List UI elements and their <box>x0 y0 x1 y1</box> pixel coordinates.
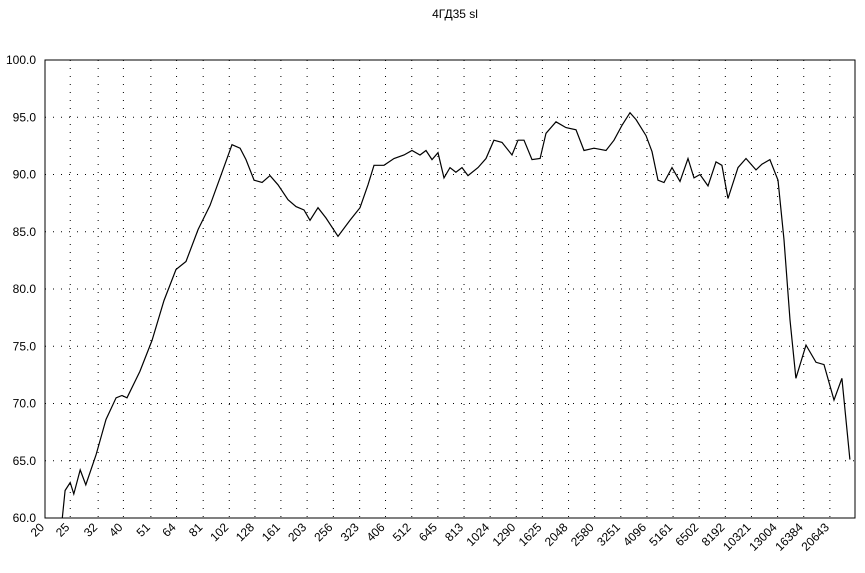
x-tick-label: 2048 <box>542 520 571 549</box>
x-tick-label: 13004 <box>746 520 780 554</box>
chart-title: 4ГД35 sl <box>432 7 478 21</box>
y-tick-label: 70.0 <box>13 397 37 411</box>
x-tick-label: 323 <box>338 520 362 544</box>
x-tick-label: 25 <box>53 520 73 540</box>
x-tick-label: 6502 <box>673 520 702 549</box>
x-tick-label: 813 <box>442 520 466 544</box>
x-tick-label: 40 <box>106 520 126 540</box>
y-tick-label: 60.0 <box>13 511 37 525</box>
x-tick-label: 2580 <box>568 520 597 549</box>
x-tick-label: 32 <box>81 520 101 540</box>
curve <box>61 111 851 519</box>
y-tick-label: 75.0 <box>13 339 37 353</box>
x-tick-label: 1290 <box>490 520 519 549</box>
x-tick-label: 161 <box>259 520 283 544</box>
y-tick-label: 80.0 <box>13 282 37 296</box>
y-tick-label: 100.0 <box>6 53 36 67</box>
x-tick-label: 4096 <box>620 520 649 549</box>
x-tick-label: 81 <box>186 520 206 540</box>
x-tick-label: 20643 <box>798 520 832 554</box>
y-tick-label: 85.0 <box>13 225 37 239</box>
x-tick-label: 3251 <box>594 520 623 549</box>
x-tick-label: 16384 <box>772 520 806 554</box>
y-tick-label: 95.0 <box>13 110 37 124</box>
x-tick-label: 64 <box>159 520 179 540</box>
x-tick-label: 10321 <box>720 520 754 554</box>
x-tick-label: 102 <box>207 520 231 544</box>
x-tick-label: 645 <box>416 520 440 544</box>
x-tick-label: 128 <box>233 520 257 544</box>
y-tick-label: 65.0 <box>13 454 37 468</box>
x-tick-label: 5161 <box>646 520 675 549</box>
x-tick-label: 1625 <box>516 520 545 549</box>
x-tick-label: 1024 <box>463 520 492 549</box>
x-tick-label: 406 <box>364 520 388 544</box>
x-tick-label: 512 <box>390 520 414 544</box>
y-tick-label: 90.0 <box>13 168 37 182</box>
x-tick-label: 256 <box>311 520 335 544</box>
x-tick-label: 51 <box>134 520 154 540</box>
plot-frame <box>44 59 856 519</box>
x-tick-label: 203 <box>285 520 309 544</box>
